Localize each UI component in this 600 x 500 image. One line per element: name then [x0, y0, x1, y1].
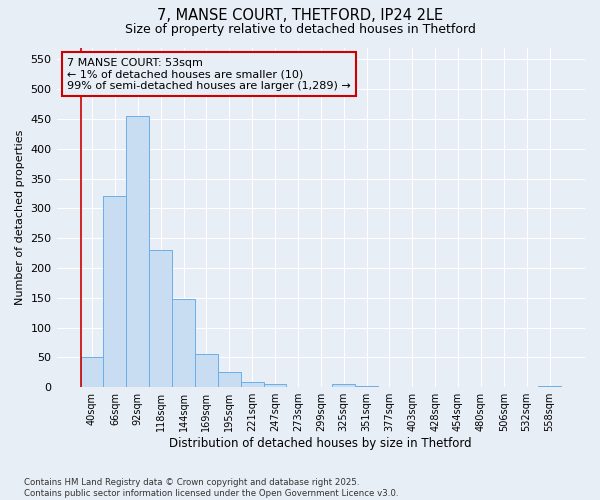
Bar — [218, 372, 241, 387]
Bar — [103, 196, 127, 387]
Bar — [355, 386, 378, 387]
Text: Size of property relative to detached houses in Thetford: Size of property relative to detached ho… — [125, 22, 475, 36]
Bar — [332, 384, 355, 387]
Text: Contains HM Land Registry data © Crown copyright and database right 2025.
Contai: Contains HM Land Registry data © Crown c… — [24, 478, 398, 498]
Text: 7, MANSE COURT, THETFORD, IP24 2LE: 7, MANSE COURT, THETFORD, IP24 2LE — [157, 8, 443, 22]
Bar — [195, 354, 218, 387]
Bar — [538, 386, 561, 387]
X-axis label: Distribution of detached houses by size in Thetford: Distribution of detached houses by size … — [169, 437, 472, 450]
Y-axis label: Number of detached properties: Number of detached properties — [15, 130, 25, 305]
Bar — [149, 250, 172, 387]
Bar — [263, 384, 286, 387]
Bar — [80, 358, 103, 387]
Bar — [172, 299, 195, 387]
Text: 7 MANSE COURT: 53sqm
← 1% of detached houses are smaller (10)
99% of semi-detach: 7 MANSE COURT: 53sqm ← 1% of detached ho… — [67, 58, 351, 91]
Bar — [127, 116, 149, 387]
Bar — [241, 382, 263, 387]
